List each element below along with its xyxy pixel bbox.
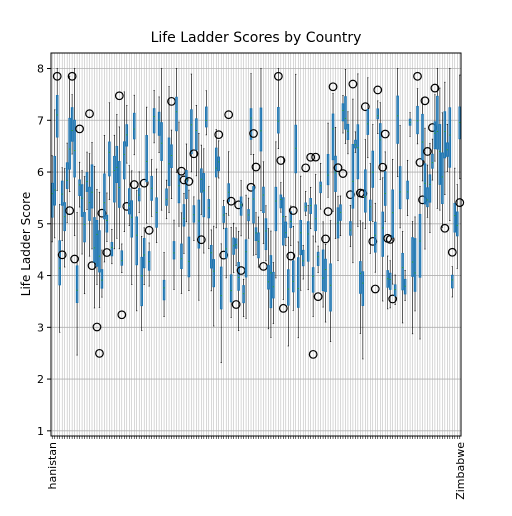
y-tick-label: 6 [37,166,44,179]
chart-title: Life Ladder Scores by Country [151,30,362,46]
y-tick-label: 8 [37,63,44,76]
y-tick-label: 4 [37,270,44,283]
y-tick-label: 5 [37,218,44,231]
x-tick-label: hanistan [46,442,59,490]
y-axis-label: Life Ladder Score [19,192,33,296]
y-tick-label: 1 [37,425,44,438]
y-tick-label: 3 [37,321,44,334]
y-tick-label: 7 [37,114,44,127]
y-tick-label: 2 [37,373,44,386]
x-tick-label: Zimbabwe [454,442,467,500]
